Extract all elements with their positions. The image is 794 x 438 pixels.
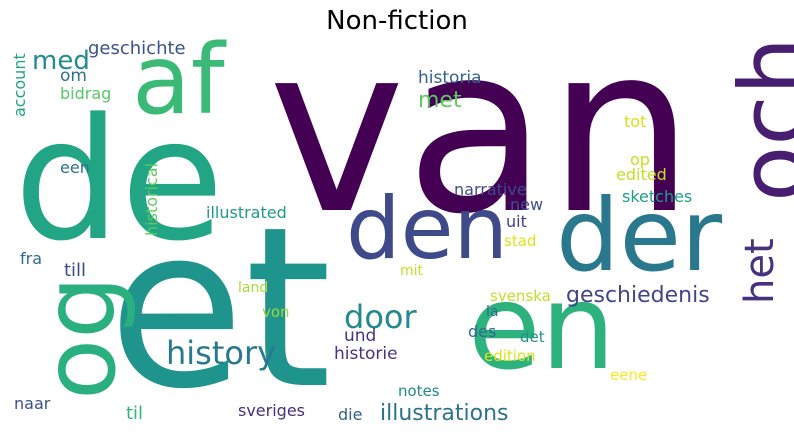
word-la: la xyxy=(486,304,499,320)
word-en: en xyxy=(468,258,616,396)
word-land: land xyxy=(238,280,269,296)
word-notes: notes xyxy=(398,382,440,400)
word-bidrag: bidrag xyxy=(60,84,112,103)
word-den: den xyxy=(346,179,509,279)
word-sketches: sketches xyxy=(622,187,693,206)
word-fra: fra xyxy=(20,249,43,268)
chart-title: Non-fiction xyxy=(326,6,468,36)
word-sveriges: sveriges xyxy=(238,401,306,420)
word-met: met xyxy=(418,88,462,113)
word-historie: historie xyxy=(334,344,398,364)
word-de: de xyxy=(14,82,224,278)
word-til: til xyxy=(126,403,144,424)
word-history: history xyxy=(166,334,277,372)
word-und: und xyxy=(344,326,377,346)
word-een: een xyxy=(60,158,90,177)
word-geschichte: geschichte xyxy=(88,38,186,59)
word-eene: eene xyxy=(610,366,648,384)
word-illustrations: illustrations xyxy=(380,401,509,426)
word-det: det xyxy=(520,328,545,346)
word-edition: edition xyxy=(484,347,536,365)
word-mit: mit xyxy=(400,263,424,279)
word-tot: tot xyxy=(624,112,647,131)
word-des: des xyxy=(468,322,497,341)
word-op: op xyxy=(630,150,650,169)
word-geschiedenis: geschiedenis xyxy=(566,283,710,308)
word-edited: edited xyxy=(616,165,667,184)
word-og: og xyxy=(21,275,138,400)
word-svenska: svenska xyxy=(490,287,551,305)
word-naar: naar xyxy=(14,394,51,413)
word-new: new xyxy=(510,195,544,214)
word-och: och xyxy=(720,36,794,202)
word-der: der xyxy=(556,177,723,294)
word-narrative: narrative xyxy=(454,180,527,199)
word-van: van xyxy=(268,0,695,265)
word-uit: uit xyxy=(506,212,527,231)
word-om: om xyxy=(60,66,87,86)
word-historical: historical xyxy=(142,162,161,236)
word-account: account xyxy=(10,53,29,117)
word-von: von xyxy=(262,303,290,321)
word-stad: stad xyxy=(504,232,537,250)
word-af: af xyxy=(132,24,225,136)
word-historia: historia xyxy=(418,68,482,88)
word-et: et xyxy=(108,180,332,438)
word-illustrated: illustrated xyxy=(206,203,287,222)
word-med: med xyxy=(32,46,90,76)
word-door: door xyxy=(344,298,417,336)
word-het: het xyxy=(737,238,783,304)
word-till: till xyxy=(64,260,87,281)
word-die: die xyxy=(338,405,363,424)
